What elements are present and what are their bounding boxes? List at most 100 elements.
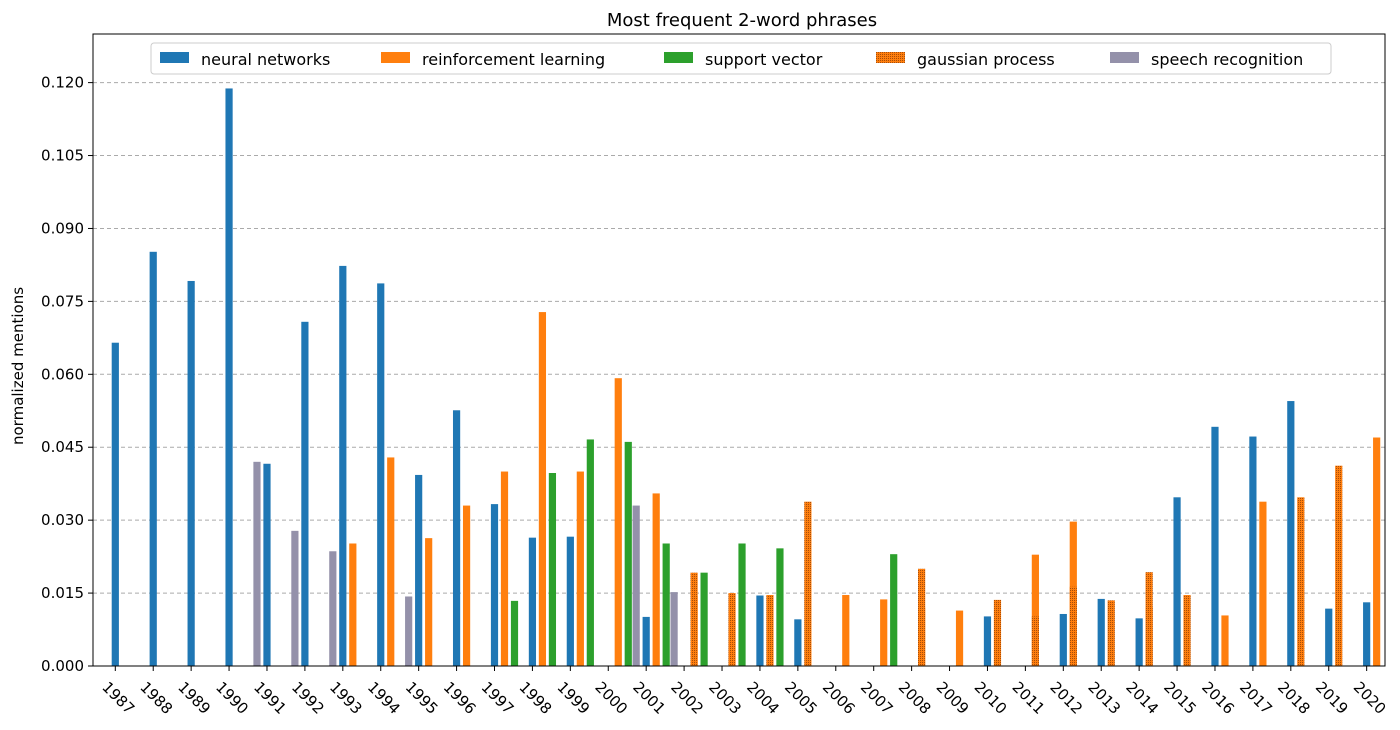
bar-reinforcement-learning-2007 xyxy=(880,599,888,666)
x-tick-label: 1996 xyxy=(440,678,480,718)
bar-reinforcement-learning-2016 xyxy=(1221,615,1229,666)
bar-gaussian-process-2008 xyxy=(918,568,926,666)
bar-gaussian-process-2004 xyxy=(766,595,774,666)
x-tick-label: 2014 xyxy=(1122,678,1162,718)
x-tick-label: 2001 xyxy=(629,678,669,718)
bar-reinforcement-learning-1998 xyxy=(538,312,547,666)
bar-speech-recognition-1992 xyxy=(291,530,299,666)
legend-box xyxy=(150,42,1332,75)
x-tick-label: 2007 xyxy=(857,678,897,718)
bar-neural-networks-1993 xyxy=(339,265,347,666)
bar-gaussian-process-2005 xyxy=(804,501,812,666)
legend-label-support-vector: support vector xyxy=(705,50,823,69)
bar-neural-networks-2015 xyxy=(1173,497,1181,666)
x-tick-label: 1987 xyxy=(98,678,138,718)
x-tick-label: 2020 xyxy=(1350,678,1390,718)
x-tick-label: 2005 xyxy=(781,678,821,718)
x-tick-label: 2019 xyxy=(1312,678,1352,718)
bar-reinforcement-learning-2006 xyxy=(842,595,850,666)
bar-reinforcement-learning-1995 xyxy=(425,538,433,666)
bar-gaussian-process-2002 xyxy=(690,572,698,666)
x-tick-label: 2012 xyxy=(1046,678,1086,718)
bar-neural-networks-2020 xyxy=(1363,602,1371,666)
bar-reinforcement-learning-2001 xyxy=(652,493,660,666)
bar-gaussian-process-2010 xyxy=(993,599,1002,666)
x-tick-label: 2011 xyxy=(1009,678,1049,718)
x-tick-label: 2013 xyxy=(1084,678,1124,718)
x-tick-label: 1989 xyxy=(174,678,214,718)
x-tick-label: 2018 xyxy=(1274,678,1314,718)
y-tick-label: 0.045 xyxy=(41,438,84,456)
y-axis-ticks: 0.000 0.015 0.030 0.045 0.060 0.075 0.090 0.105… xyxy=(41,74,93,675)
bar-support-vector-2004 xyxy=(776,548,784,666)
x-tick-label: 1988 xyxy=(136,678,176,718)
x-tick-label: 2010 xyxy=(971,678,1011,718)
x-tick-label: 1995 xyxy=(402,678,442,718)
bar-neural-networks-2018 xyxy=(1287,401,1295,666)
x-tick-label: 2002 xyxy=(667,678,707,718)
bar-gaussian-process-2015 xyxy=(1183,595,1191,666)
x-tick-label: 2008 xyxy=(895,678,935,718)
bar-gaussian-process-2012 xyxy=(1069,586,1077,666)
bar-neural-networks-1989 xyxy=(187,280,195,666)
bar-neural-networks-1997 xyxy=(490,504,499,666)
x-tick-label: 1991 xyxy=(250,678,290,718)
x-tick-label: 1998 xyxy=(516,678,556,718)
legend-label-reinforcement-learning: reinforcement learning xyxy=(422,50,605,69)
legend-swatch-speech-recognition xyxy=(1110,52,1139,63)
x-tick-label: 1993 xyxy=(326,678,366,718)
bar-neural-networks-2005 xyxy=(794,619,802,666)
bar-reinforcement-learning-1994 xyxy=(387,457,395,666)
bar-gaussian-process-2003 xyxy=(728,593,736,666)
legend-swatch-gaussian-process xyxy=(876,52,905,63)
x-tick-label: 1990 xyxy=(212,678,252,718)
bar-gaussian-process-2013 xyxy=(1107,600,1115,666)
x-tick-label: 2015 xyxy=(1160,678,1200,718)
bar-neural-networks-2017 xyxy=(1249,436,1257,666)
x-tick-label: 2006 xyxy=(819,678,859,718)
bar-neural-networks-2014 xyxy=(1135,618,1143,666)
x-tick-label: 1994 xyxy=(364,678,404,718)
bar-gaussian-process-2018 xyxy=(1297,497,1305,666)
bar-reinforcement-learning-2011 xyxy=(1031,554,1039,666)
bar-neural-networks-2013 xyxy=(1097,598,1105,666)
legend-swatch-reinforcement-learning xyxy=(381,52,410,63)
bar-neural-networks-1995 xyxy=(415,474,423,666)
bar-support-vector-2000 xyxy=(624,441,632,666)
y-tick-label: 0.000 xyxy=(41,657,84,675)
bar-neural-networks-1996 xyxy=(452,410,461,666)
x-tick-label: 2004 xyxy=(743,678,783,718)
y-tick-label: 0.015 xyxy=(41,584,84,602)
chart-title: Most frequent 2-word phrases xyxy=(607,10,877,31)
bar-reinforcement-learning-1999 xyxy=(576,471,584,666)
bar-reinforcement-learning-2020 xyxy=(1373,437,1381,666)
bar-neural-networks-2012 xyxy=(1059,613,1067,666)
x-tick-label: 2003 xyxy=(705,678,745,718)
bar-reinforcement-learning-1996 xyxy=(462,505,471,666)
y-tick-label: 0.030 xyxy=(41,511,84,529)
x-tick-label: 1999 xyxy=(554,678,594,718)
bar-neural-networks-1994 xyxy=(377,283,385,666)
bar-speech-recognition-2001 xyxy=(632,505,640,666)
bar-neural-networks-2004 xyxy=(756,595,764,666)
y-tick-label: 0.075 xyxy=(41,292,84,310)
y-axis-label: normalized mentions xyxy=(9,287,27,445)
bar-speech-recognition-1995 xyxy=(405,596,413,666)
bar-reinforcement-learning-1993 xyxy=(349,543,357,666)
x-tick-label: 2000 xyxy=(591,678,631,718)
bar-gaussian-process-2011 xyxy=(1031,616,1039,666)
bar-neural-networks-2010 xyxy=(983,616,992,666)
bar-neural-networks-2001 xyxy=(642,616,650,666)
bar-neural-networks-2016 xyxy=(1211,426,1219,666)
legend-label-gaussian-process: gaussian process xyxy=(917,50,1055,69)
y-tick-label: 0.120 xyxy=(41,74,84,92)
x-axis-ticks: 1987198819891990199119921993199419951996… xyxy=(98,666,1390,718)
bar-reinforcement-learning-2009 xyxy=(955,610,964,666)
legend-swatch-support-vector xyxy=(664,52,693,63)
bar-support-vector-2003 xyxy=(738,543,746,666)
bar-support-vector-2002 xyxy=(700,572,708,666)
legend-label-speech-recognition: speech recognition xyxy=(1151,50,1303,69)
x-tick-label: 1997 xyxy=(478,678,518,718)
bar-support-vector-2001 xyxy=(662,543,670,666)
bar-reinforcement-learning-2017 xyxy=(1259,501,1267,666)
